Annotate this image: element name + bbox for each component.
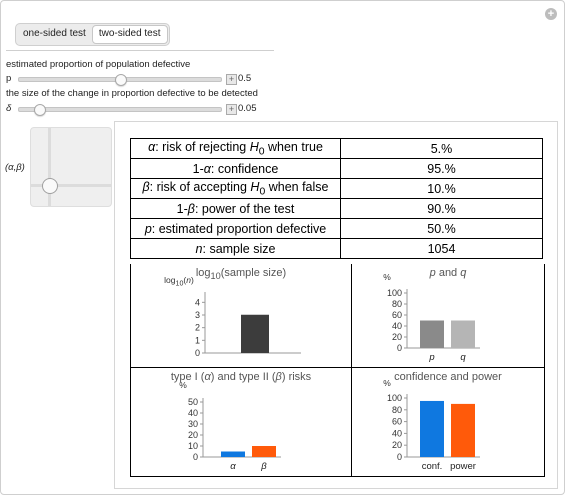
y-tick-label: 80 xyxy=(392,299,402,309)
bar xyxy=(451,403,475,457)
y-tick-label: 1 xyxy=(195,335,200,345)
y-tick-label: 20 xyxy=(392,332,402,342)
y-axis-label: log10(n) xyxy=(164,275,194,288)
y-tick-label: 0 xyxy=(195,348,200,358)
y-tick-label: 80 xyxy=(392,405,402,415)
chart-type-risks: type I (α) and type II (β) risks % 0 10 20 3… xyxy=(131,368,351,476)
bar xyxy=(420,320,444,348)
pad-vertical-line xyxy=(48,128,51,206)
one-sided-test-button[interactable]: one-sided test xyxy=(23,28,86,39)
y-tick-label: 2 xyxy=(195,323,200,333)
result-value: 50.% xyxy=(340,218,543,239)
x-tick-label: α xyxy=(230,461,236,472)
pad-horizontal-line xyxy=(31,184,111,187)
y-tick-label: 100 xyxy=(387,288,402,298)
result-label: n: sample size xyxy=(130,238,341,259)
result-label: 1-α: confidence xyxy=(130,158,341,179)
results-row: 1-β: power of the test 90.% xyxy=(130,198,543,219)
result-value: 5.% xyxy=(340,138,543,159)
two-sided-test-button[interactable]: two-sided test xyxy=(91,25,168,44)
p-value: 0.5 xyxy=(238,73,252,84)
divider xyxy=(6,50,274,51)
delta-value: 0.05 xyxy=(238,103,257,114)
y-tick-label: 50 xyxy=(188,397,198,407)
bar xyxy=(221,451,245,457)
result-label: α: risk of rejecting H0 when true xyxy=(130,138,341,159)
x-tick-label: q xyxy=(460,352,466,363)
grid-divider-horizontal xyxy=(131,367,544,368)
alpha-beta-locator[interactable] xyxy=(42,178,58,194)
y-axis-label: % xyxy=(383,272,391,282)
results-row: 1-α: confidence 95.% xyxy=(130,158,543,179)
chart-title: log10(sample size) xyxy=(195,267,287,282)
delta-expand-icon[interactable]: + xyxy=(226,104,237,115)
alpha-beta-locator-pad[interactable] xyxy=(30,127,112,207)
y-tick-label: 4 xyxy=(195,297,200,307)
y-tick-label: 0 xyxy=(193,452,198,462)
result-value: 1054 xyxy=(340,238,543,259)
delta-slider-row: δ + 0.05 xyxy=(6,103,266,116)
y-tick-label: 60 xyxy=(392,310,402,320)
y-tick-label: 40 xyxy=(392,321,402,331)
output-panel: α: risk of rejecting H0 when true 5.% 1-α:… xyxy=(114,121,558,489)
y-axis-label: % xyxy=(179,380,187,390)
y-tick-label: 60 xyxy=(392,417,402,427)
chart-p-and-q: p and q % 0 20 40 60 80 100 p q xyxy=(352,264,544,367)
y-tick-label: 100 xyxy=(387,393,402,403)
x-tick-label: p xyxy=(428,352,434,363)
y-tick-label: 20 xyxy=(392,440,402,450)
bar xyxy=(252,446,276,457)
y-tick-label: 20 xyxy=(188,430,198,440)
delta-heading: the size of the change in proportion def… xyxy=(6,88,258,99)
x-tick-label: conf. xyxy=(422,461,443,472)
p-heading: estimated proportion of population defec… xyxy=(6,59,191,70)
p-expand-icon[interactable]: + xyxy=(226,74,237,85)
y-tick-label: 40 xyxy=(392,428,402,438)
x-tick-label: power xyxy=(450,461,476,472)
results-row: α: risk of rejecting H0 when true 5.% xyxy=(130,138,543,159)
result-label: 1-β: power of the test xyxy=(130,198,341,219)
result-label: p: estimated proportion defective xyxy=(130,218,341,239)
bar xyxy=(420,400,444,457)
delta-slider[interactable] xyxy=(18,104,222,116)
bar xyxy=(241,314,269,353)
test-type-setter: one-sided test two-sided test xyxy=(15,23,170,46)
delta-slider-label: δ xyxy=(6,103,12,114)
options-plus-icon[interactable]: + xyxy=(545,8,557,20)
bar xyxy=(451,320,475,348)
delta-slider-thumb[interactable] xyxy=(34,104,47,116)
chart-log-sample-size: log10(sample size) log10(n) 0 1 2 3 4 xyxy=(131,264,351,367)
result-value: 90.% xyxy=(340,198,543,219)
chart-confidence-power: confidence and power % 0 20 40 60 80 100 conf. p… xyxy=(352,368,544,476)
p-slider-row: p + 0.5 xyxy=(6,73,266,86)
y-tick-label: 3 xyxy=(195,310,200,320)
p-slider-thumb[interactable] xyxy=(115,74,127,86)
charts-grid: log10(sample size) log10(n) 0 1 2 3 4 p and q… xyxy=(130,264,545,477)
results-table: α: risk of rejecting H0 when true 5.% 1-α:… xyxy=(130,138,543,259)
y-tick-label: 10 xyxy=(188,441,198,451)
y-tick-label: 0 xyxy=(397,452,402,462)
y-tick-label: 30 xyxy=(188,419,198,429)
p-slider-label: p xyxy=(6,73,12,84)
chart-title: type I (α) and type II (β) risks xyxy=(170,371,312,383)
grid-divider-vertical xyxy=(351,264,352,476)
chart-plot: log10(n) 0 1 2 3 4 xyxy=(164,275,301,358)
x-tick-label: β xyxy=(260,461,267,472)
chart-title: p and q xyxy=(429,267,467,279)
result-value: 10.% xyxy=(340,178,543,199)
result-label: β: risk of accepting H0 when false xyxy=(130,178,341,199)
results-row: β: risk of accepting H0 when false 10.% xyxy=(130,178,543,199)
y-tick-label: 0 xyxy=(397,343,402,353)
results-row: p: estimated proportion defective 50.% xyxy=(130,218,543,239)
results-row: n: sample size 1054 xyxy=(130,238,543,259)
y-tick-label: 40 xyxy=(188,408,198,418)
chart-title: confidence and power xyxy=(394,371,502,383)
alpha-beta-label: (α,β) xyxy=(5,162,25,173)
y-axis-label: % xyxy=(383,378,391,388)
p-slider[interactable] xyxy=(18,74,222,86)
result-value: 95.% xyxy=(340,158,543,179)
